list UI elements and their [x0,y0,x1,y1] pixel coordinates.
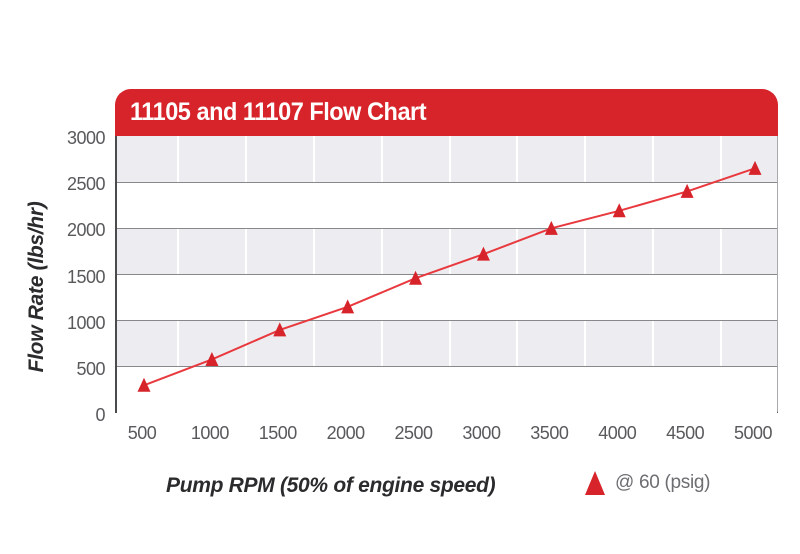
x-tick-label: 1500 [258,423,298,443]
y-tick-label: 2500 [66,174,106,195]
data-point-triangle-icon [205,351,219,366]
plot-area [115,136,778,413]
x-tick-label: 4000 [598,423,637,443]
h-gridline [117,181,777,183]
x-axis-title: Pump RPM (50% of engine speed) [166,474,496,497]
data-point-triangle-icon [748,160,762,175]
triangle-marker-icon [585,471,605,495]
x-tick-label: 1000 [190,423,230,443]
h-gridline [117,227,777,229]
x-tick-label: 2000 [326,423,366,443]
y-tick-label: 1000 [66,312,106,333]
data-point-triangle-icon [273,322,287,337]
data-point-triangle-icon [137,377,151,392]
x-tick-label: 3500 [530,423,569,443]
data-point-triangle-icon [680,183,694,198]
x-tick-label: 500 [127,423,157,443]
v-gridline [720,136,723,411]
h-gridline [117,320,777,322]
plot-band [117,136,777,183]
y-tick-label: 2000 [66,220,106,241]
plot-band [117,320,777,367]
v-gridline [312,136,315,411]
v-gridline [516,136,519,411]
data-point-triangle-icon [409,270,423,285]
x-tick-label: 5000 [733,423,773,443]
y-tick-label: 500 [76,358,105,379]
plot-band [117,366,777,413]
v-gridline [652,136,655,411]
data-point-triangle-icon [544,220,558,235]
v-gridline [448,136,451,411]
series-line [143,167,756,387]
data-point-triangle-icon [341,299,355,314]
h-gridline [117,274,777,275]
chart-title: 11105 and 11107 Flow Chart [130,98,427,126]
v-gridline [380,136,383,411]
y-tick-label: 0 [95,405,105,425]
x-tick-label: 2500 [394,423,434,443]
x-tick-label: 3000 [462,423,501,443]
v-gridline [244,136,247,411]
plot-band [117,274,777,321]
plot-band [117,182,777,229]
y-tick-label: 3000 [66,128,106,148]
v-gridline [584,136,587,411]
chart-header: 11105 and 11107 Flow Chart [115,89,778,136]
data-point-triangle-icon [612,203,626,218]
x-tick-label: 4500 [666,423,705,443]
h-gridline [117,366,777,368]
y-tick-label: 1500 [66,266,106,287]
legend-label: @ 60 (psig) [615,472,711,493]
v-gridline [176,136,179,411]
data-series [137,160,762,392]
legend: @ 60 (psig) [585,471,711,495]
data-point-triangle-icon [476,246,490,261]
